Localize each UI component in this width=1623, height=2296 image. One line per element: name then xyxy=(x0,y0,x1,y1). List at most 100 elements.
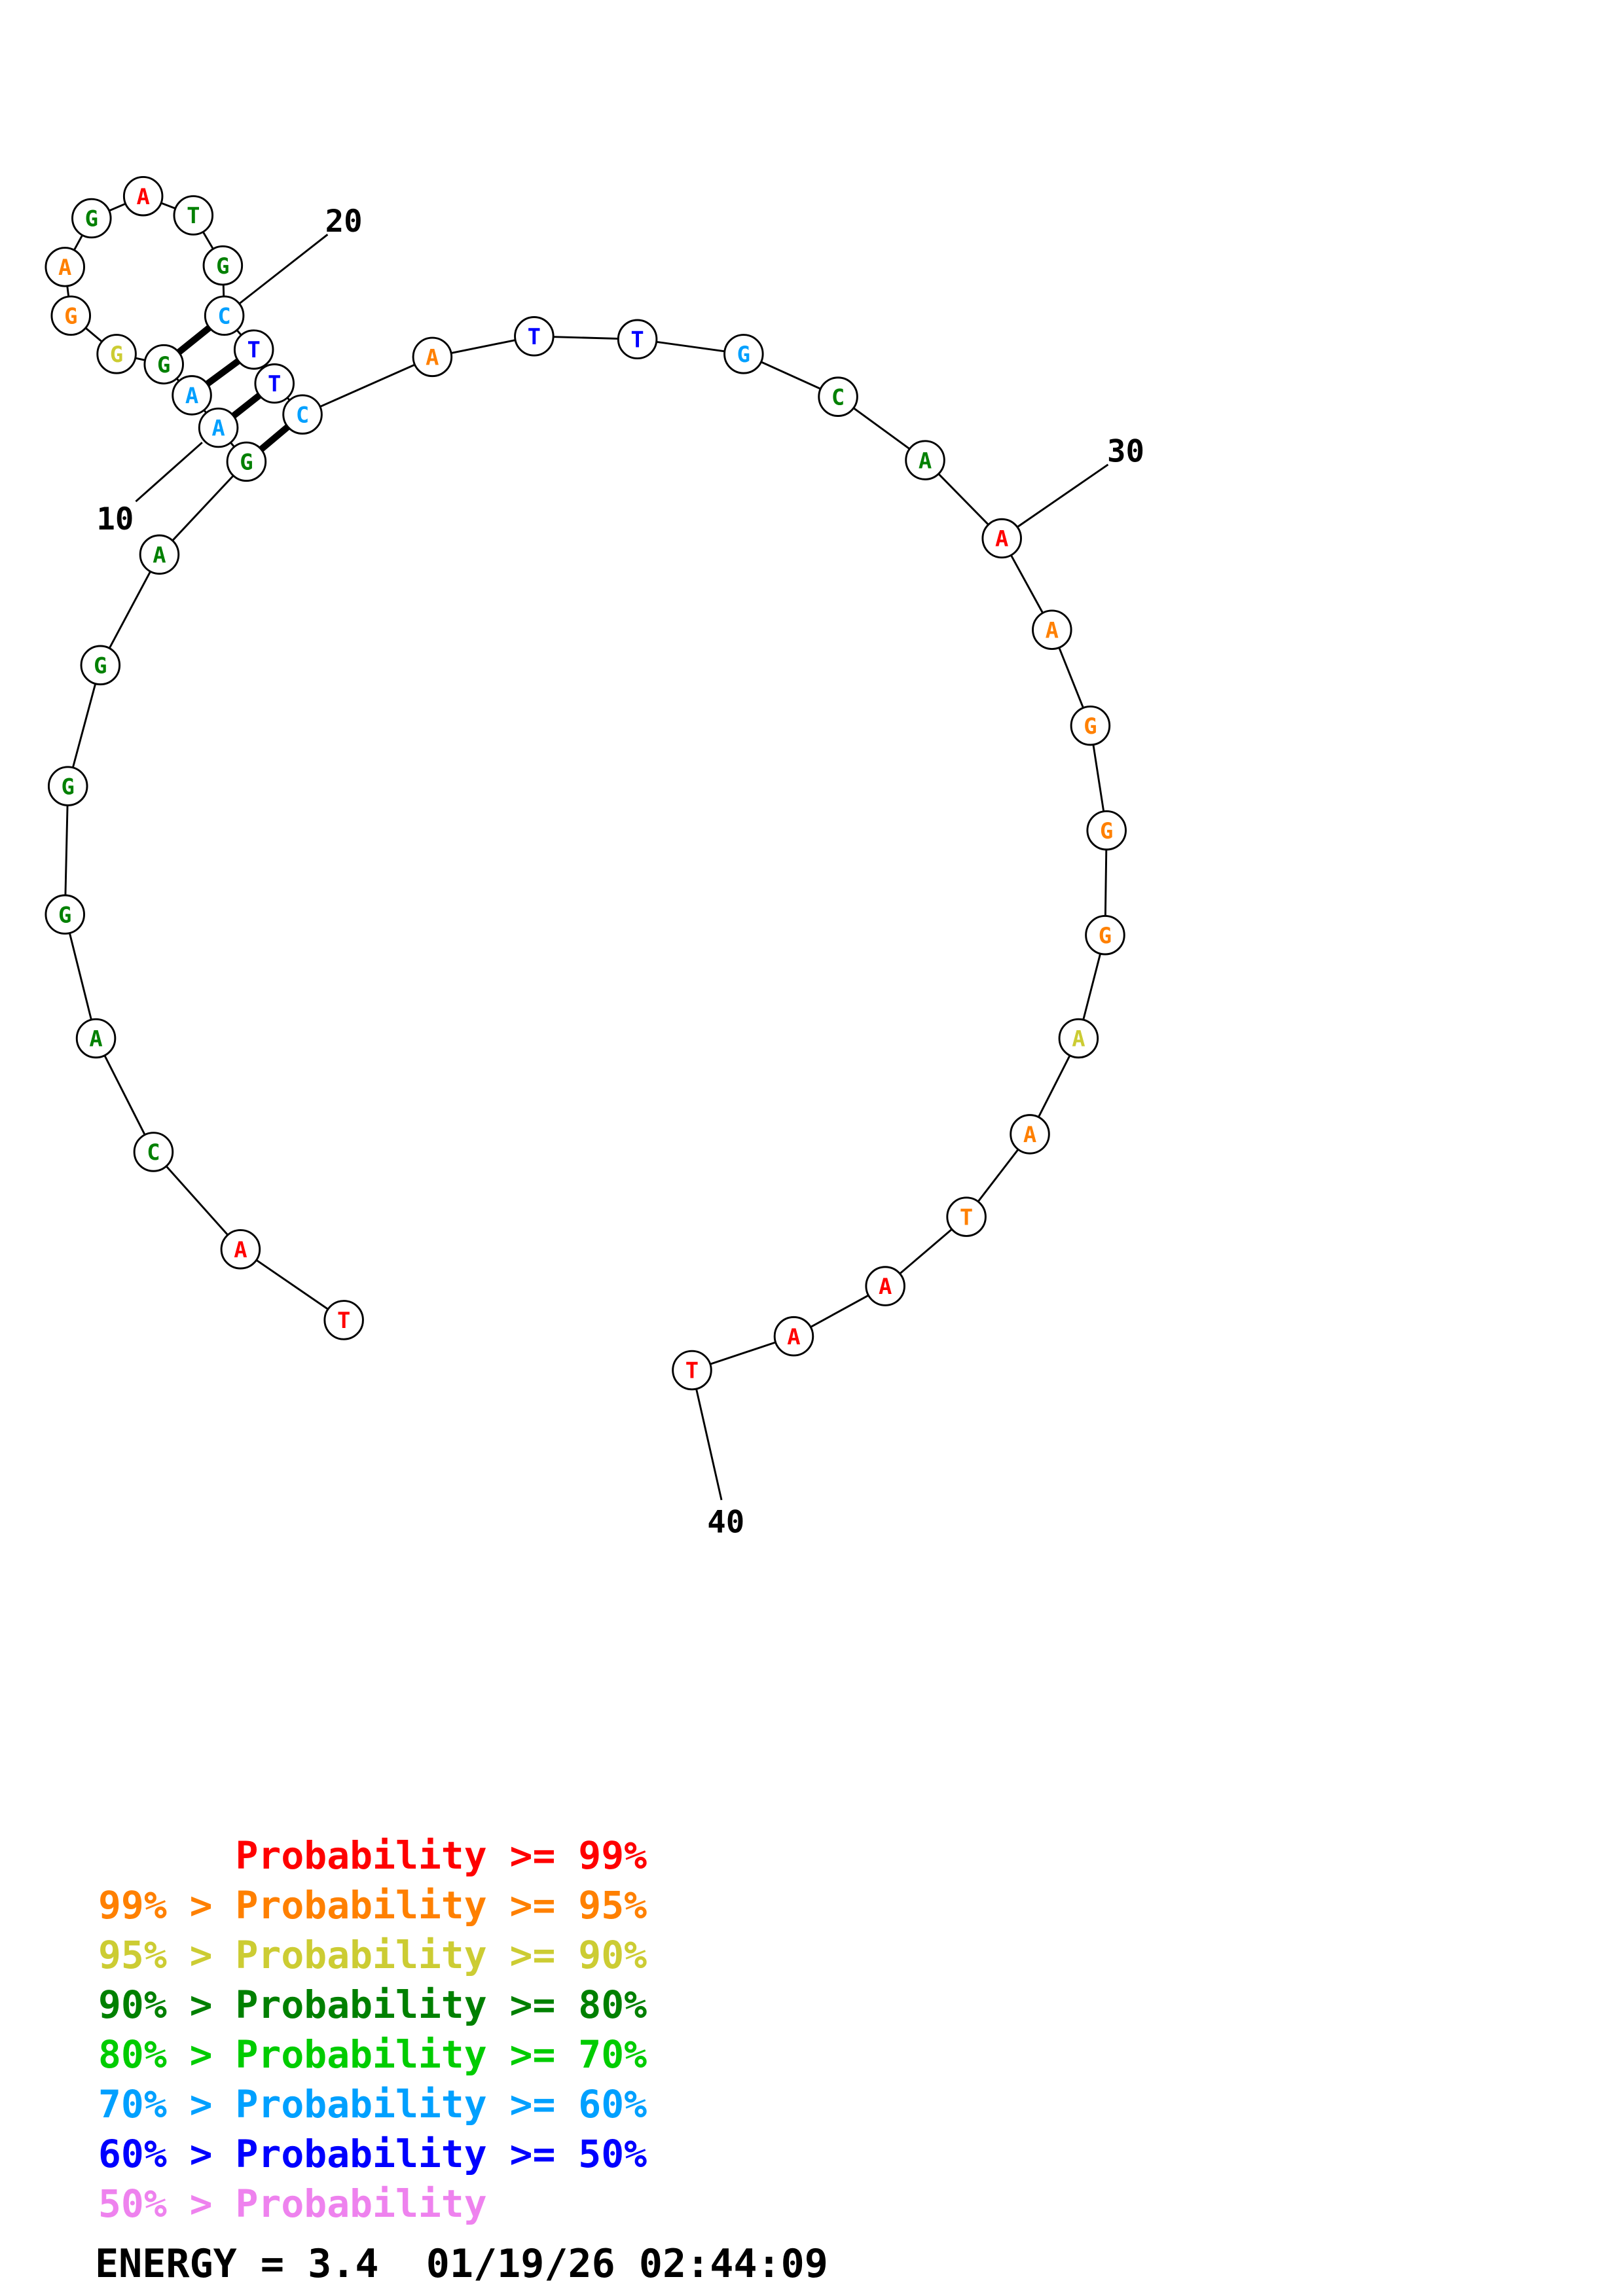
sequence-number-label-30: 30 xyxy=(1107,433,1144,469)
base-letter-26: T xyxy=(630,327,644,352)
number-leader-line xyxy=(238,234,329,305)
number-leader-line xyxy=(1017,463,1109,528)
backbone-segment xyxy=(100,554,160,666)
base-letter-9: G xyxy=(240,450,253,475)
base-circle-37 xyxy=(946,1196,987,1237)
backbone-segment xyxy=(158,461,247,556)
base-circle-11 xyxy=(172,375,212,416)
backbone-segment xyxy=(67,664,101,787)
base-circle-30 xyxy=(981,518,1022,559)
base-circle-32 xyxy=(1070,705,1111,746)
legend-line-50: 60% > Probability >= 50% xyxy=(98,2132,647,2176)
backbone-segment xyxy=(240,1248,344,1321)
base-letter-14: G xyxy=(64,303,77,329)
base-letter-2: A xyxy=(234,1237,247,1263)
base-circle-8 xyxy=(139,534,180,575)
base-circle-9 xyxy=(226,441,267,482)
base-circle-27 xyxy=(723,334,764,374)
base-circle-21 xyxy=(233,329,274,370)
base-letter-21: T xyxy=(247,337,261,363)
legend-line-99: Probability >= 99% xyxy=(98,1833,647,1878)
base-circle-28 xyxy=(818,376,858,417)
base-circle-33 xyxy=(1086,810,1127,851)
base-letter-4: A xyxy=(89,1026,102,1052)
base-circle-6 xyxy=(47,766,88,806)
legend-line-95: 99% > Probability >= 95% xyxy=(98,1883,647,1928)
base-letter-17: A xyxy=(136,184,149,209)
base-letter-29: A xyxy=(919,448,932,473)
sequence-number-label-40: 40 xyxy=(707,1504,744,1540)
base-circle-13 xyxy=(96,334,137,374)
base-letter-8: A xyxy=(153,542,166,567)
base-letter-35: A xyxy=(1072,1026,1085,1052)
base-circle-19 xyxy=(202,245,244,286)
base-circle-36 xyxy=(1010,1114,1050,1155)
number-leader-line xyxy=(695,1389,723,1501)
base-letter-19: G xyxy=(216,253,229,279)
backbone-segment xyxy=(302,356,433,416)
base-circle-20 xyxy=(204,295,245,336)
base-circle-10 xyxy=(198,407,239,448)
base-circle-18 xyxy=(173,195,214,236)
base-letter-31: A xyxy=(1046,617,1059,643)
base-letter-22: T xyxy=(268,371,281,397)
backbone-segment xyxy=(64,786,69,915)
backbone-segment xyxy=(95,1037,155,1153)
legend-line-70: 80% > Probability >= 70% xyxy=(98,2032,647,2077)
base-circle-22 xyxy=(254,363,295,404)
base-letter-24: A xyxy=(426,345,439,370)
base-letter-34: G xyxy=(1099,923,1112,948)
probability-legend: Probability >= 99% 99% > Probability >= … xyxy=(98,1831,647,2229)
base-circle-7 xyxy=(80,645,121,686)
base-circle-38 xyxy=(865,1266,905,1306)
base-letter-7: G xyxy=(94,653,107,678)
base-letter-36: A xyxy=(1023,1122,1036,1147)
base-letter-15: A xyxy=(58,255,71,280)
base-circle-14 xyxy=(50,295,92,336)
base-letter-33: G xyxy=(1100,818,1113,844)
base-circle-17 xyxy=(122,175,164,217)
backbone-segment xyxy=(64,914,97,1039)
base-circle-40 xyxy=(672,1350,712,1391)
base-letter-25: T xyxy=(528,324,541,350)
base-letter-27: G xyxy=(737,342,750,367)
base-circle-24 xyxy=(412,336,453,378)
base-letter-16: G xyxy=(85,206,98,232)
base-circle-1 xyxy=(323,1300,364,1340)
base-letter-37: T xyxy=(960,1204,973,1230)
energy-timestamp-line: ENERGY = 3.4 01/19/26 02:44:09 xyxy=(95,2241,828,2287)
base-circle-15 xyxy=(45,247,85,287)
base-circle-29 xyxy=(905,440,945,480)
base-circle-3 xyxy=(133,1132,174,1172)
base-letter-28: C xyxy=(831,384,845,410)
sequence-number-label-20: 20 xyxy=(325,204,363,240)
sequence-number-label-10: 10 xyxy=(96,501,134,537)
base-letter-3: C xyxy=(147,1139,160,1165)
legend-line-60: 70% > Probability >= 60% xyxy=(98,2082,647,2126)
base-letter-18: T xyxy=(187,203,200,228)
base-circle-2 xyxy=(220,1229,261,1270)
legend-line-below-50: 50% > Probability xyxy=(98,2181,487,2226)
base-letter-10: A xyxy=(211,416,225,441)
base-letter-20: C xyxy=(217,303,230,329)
base-letter-13: G xyxy=(110,342,123,367)
base-letter-39: A xyxy=(787,1324,800,1350)
base-circle-34 xyxy=(1085,914,1125,956)
base-letter-23: C xyxy=(296,402,309,427)
base-letter-1: T xyxy=(337,1308,350,1333)
base-circle-35 xyxy=(1058,1018,1099,1059)
backbone-segment xyxy=(153,1151,242,1250)
base-circle-5 xyxy=(45,894,85,935)
base-circle-16 xyxy=(71,198,112,239)
base-letter-6: G xyxy=(62,774,75,799)
base-circle-39 xyxy=(773,1316,814,1357)
base-letter-40: T xyxy=(685,1358,699,1384)
number-leader-line xyxy=(135,441,203,503)
base-circle-23 xyxy=(282,394,323,435)
base-circle-26 xyxy=(617,319,658,360)
base-letter-32: G xyxy=(1084,713,1097,739)
base-circle-12 xyxy=(143,344,184,385)
base-letter-5: G xyxy=(58,902,71,927)
legend-line-90: 95% > Probability >= 90% xyxy=(98,1933,647,1977)
